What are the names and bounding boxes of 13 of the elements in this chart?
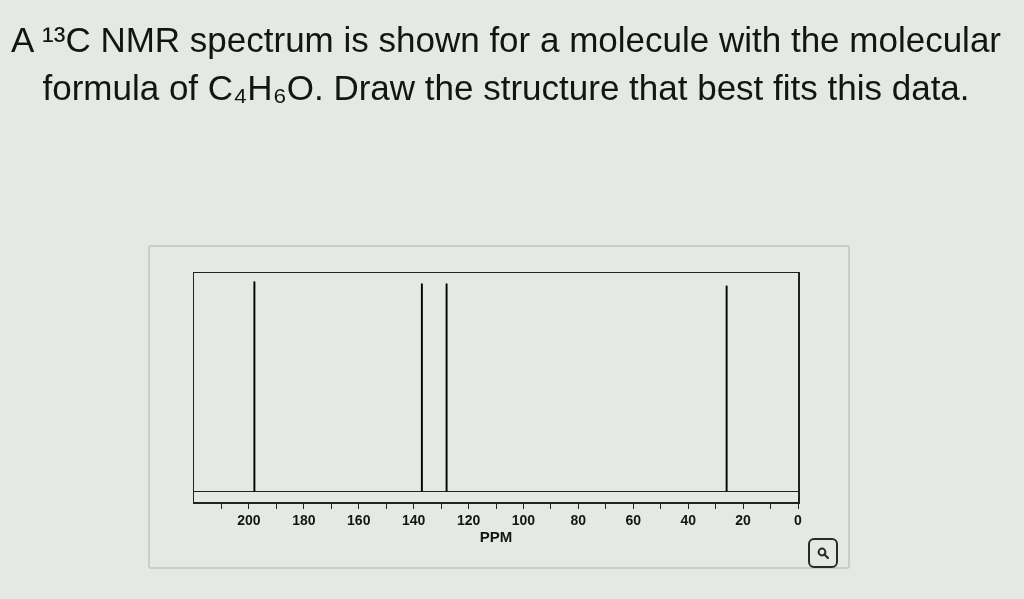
chart-title: A ¹³C NMR spectrum is shown for a molecule with the molecular formula of C₄H₆O. Draw the structure that best fits this data. <box>9 19 1003 109</box>
x-tick-label: 20 <box>735 512 752 529</box>
x-tick-label: 140 <box>401 512 426 529</box>
x-tick-label: 80 <box>570 512 587 529</box>
x-axis-title: PPM <box>479 528 513 546</box>
x-tick-label: 100 <box>511 512 536 529</box>
x-tick-label: 120 <box>456 512 481 529</box>
x-tick-label: 160 <box>347 512 371 529</box>
x-tick-label: 200 <box>237 512 261 529</box>
x-tick-label: 0 <box>794 512 803 529</box>
x-tick-label: 60 <box>625 512 642 529</box>
x-tick-label: 40 <box>680 512 697 529</box>
x-tick-label: 180 <box>292 512 316 529</box>
